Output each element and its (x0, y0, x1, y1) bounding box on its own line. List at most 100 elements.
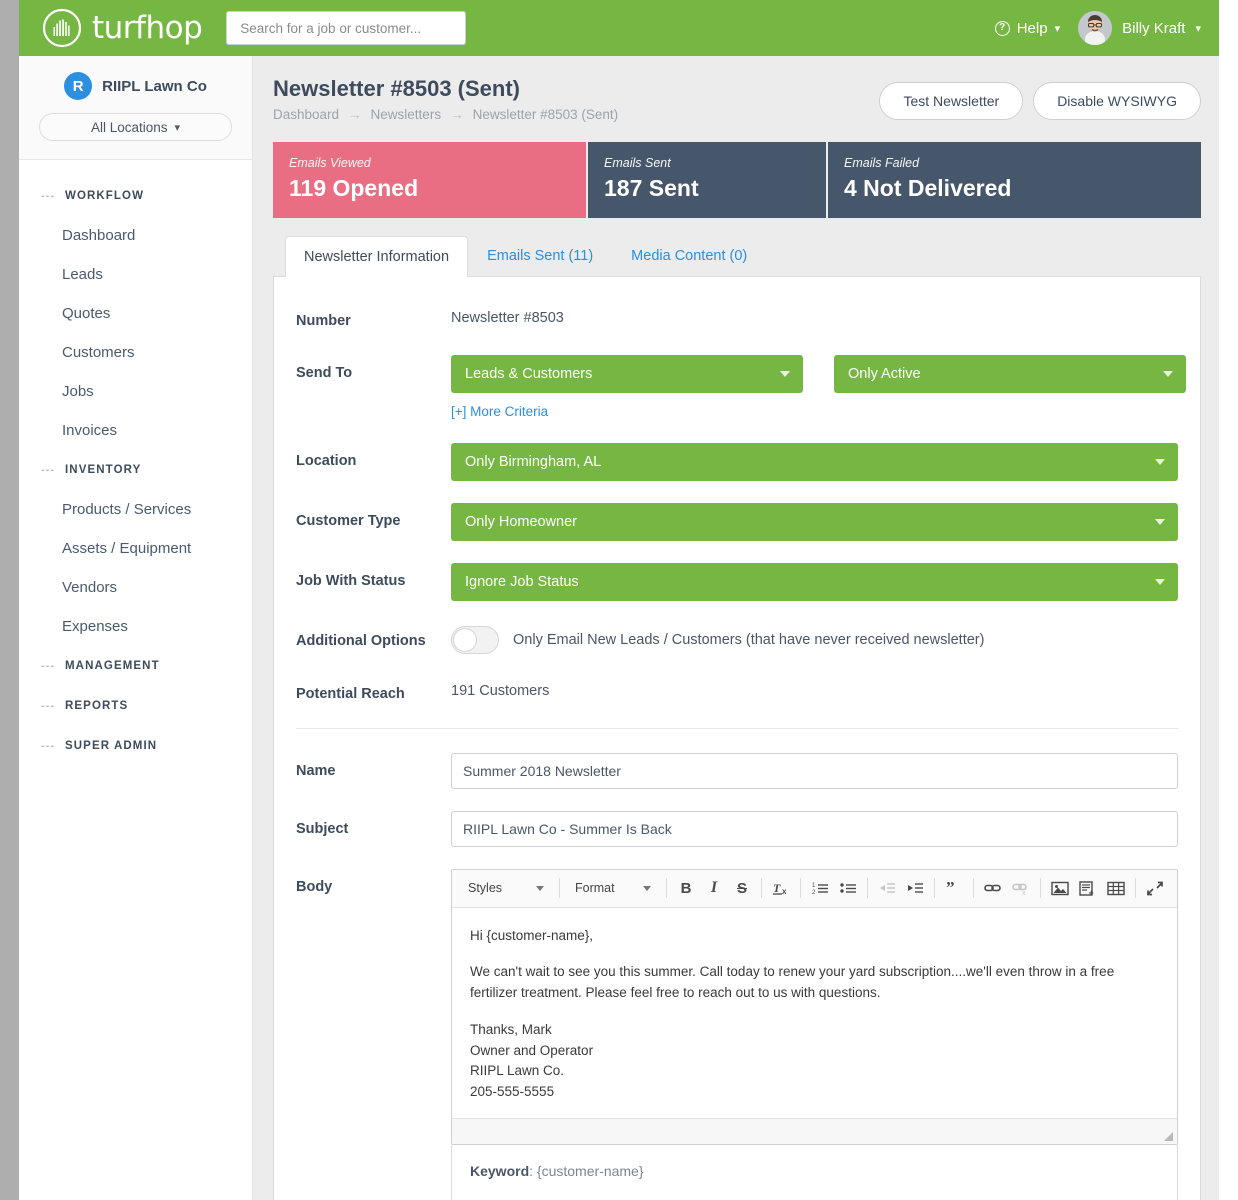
job-status-value: Ignore Job Status (465, 573, 579, 590)
name-input[interactable] (451, 752, 1178, 789)
additional-options-text: Only Email New Leads / Customers (that h… (513, 631, 985, 648)
svg-text:T: T (773, 881, 781, 895)
send-to-audience-value: Leads & Customers (465, 365, 593, 382)
top-navigation-bar: turfhop ? Help ▾ (19, 0, 1219, 56)
additional-options-label: Additional Options (296, 632, 426, 649)
table-icon[interactable] (1103, 875, 1129, 901)
section-dashes-icon: --- (41, 190, 55, 202)
tab-newsletter-information[interactable]: Newsletter Information (285, 236, 469, 277)
stat-label: Emails Sent (604, 156, 671, 170)
format-label: Format (575, 881, 615, 895)
section-divider (296, 727, 1178, 729)
caret-down-icon (1155, 458, 1165, 465)
indent-icon[interactable] (902, 875, 928, 901)
bold-icon[interactable]: B (680, 879, 692, 897)
stat-card-emails-sent: Emails Sent 187 Sent (588, 142, 826, 218)
sidebar-item-products-services[interactable]: Products / Services (62, 501, 192, 518)
sidebar-section-reports[interactable]: --- REPORTS (19, 686, 252, 726)
sidebar-item-vendors[interactable]: Vendors (62, 579, 118, 596)
number-label: Number (296, 313, 351, 329)
tab-emails-sent[interactable]: Emails Sent (11) (487, 248, 594, 264)
section-dashes-icon: --- (41, 740, 55, 752)
tab-media-content[interactable]: Media Content (0) (631, 248, 748, 264)
sidebar-item-customers[interactable]: Customers (62, 344, 135, 361)
image-icon[interactable] (1047, 875, 1073, 901)
job-status-select[interactable]: Ignore Job Status (451, 562, 1178, 601)
name-label: Name (296, 762, 336, 779)
breadcrumb-item-newsletters[interactable]: Newsletters (370, 107, 442, 122)
sidebar-section-super-admin[interactable]: --- SUPER ADMIN (19, 726, 252, 766)
test-newsletter-button[interactable]: Test Newsletter (879, 82, 1024, 120)
sidebar-section-label: MANAGEMENT (65, 660, 160, 672)
toolbar-separator (666, 878, 667, 898)
org-row[interactable]: R RIIPL Lawn Co (64, 72, 207, 100)
format-dropdown[interactable]: Format (569, 876, 657, 900)
sidebar-item-expenses[interactable]: Expenses (62, 618, 128, 635)
help-label: Help (1016, 19, 1048, 37)
stat-card-emails-failed: Emails Failed 4 Not Delivered (828, 142, 1201, 218)
sidebar-section-workflow: --- WORKFLOW (19, 176, 252, 216)
brand-name: turfhop (92, 10, 203, 46)
sidebar-section-management[interactable]: --- MANAGEMENT (19, 646, 252, 686)
subject-input[interactable] (451, 810, 1178, 847)
sidebar-item-assets-equipment[interactable]: Assets / Equipment (62, 540, 192, 557)
editor-paragraph-greeting: Hi {customer-name}, (470, 927, 594, 943)
svg-text:+: + (1089, 888, 1094, 896)
new-leads-only-toggle[interactable] (451, 625, 499, 654)
stat-label: Emails Failed (844, 156, 920, 170)
svg-text:1: 1 (812, 883, 816, 889)
main-content: Newsletter #8503 (Sent) Dashboard → News… (253, 56, 1219, 1200)
link-icon[interactable] (980, 875, 1006, 901)
subject-label: Subject (296, 820, 349, 837)
breadcrumb-item-dashboard[interactable]: Dashboard (273, 107, 340, 122)
breadcrumb: Dashboard → Newsletters → Newsletter #85… (273, 107, 618, 122)
signature-line-2: Owner and Operator (470, 1042, 594, 1058)
user-menu[interactable]: Billy Kraft ▾ (1078, 11, 1201, 45)
toolbar-separator (973, 878, 974, 898)
send-to-audience-select[interactable]: Leads & Customers (451, 354, 803, 393)
resize-handle[interactable] (1164, 1131, 1173, 1141)
brand-logo-link[interactable]: turfhop (41, 7, 203, 49)
field-row-subject: Subject (296, 810, 1178, 847)
customer-type-select[interactable]: Only Homeowner (451, 502, 1178, 541)
sidebar-item-leads[interactable]: Leads (62, 266, 103, 283)
breadcrumb-separator-icon: → (348, 107, 362, 122)
page-header-actions: Test Newsletter Disable WYSIWYG (879, 76, 1201, 120)
send-to-controls: Leads & Customers Only Active (451, 354, 1186, 393)
disable-wysiwyg-button[interactable]: Disable WYSIWYG (1033, 82, 1201, 120)
sidebar-item-invoices[interactable]: Invoices (62, 422, 118, 439)
send-to-status-select[interactable]: Only Active (834, 354, 1186, 393)
italic-icon[interactable]: I (710, 879, 718, 896)
turf-logo-icon (41, 7, 83, 49)
outdent-icon (874, 875, 900, 901)
maximize-icon[interactable] (1142, 875, 1168, 901)
more-criteria-link[interactable]: [+] More Criteria (451, 403, 549, 419)
strikethrough-icon[interactable]: S (736, 879, 747, 897)
svg-text:”: ” (946, 881, 955, 895)
stat-value: 119 Opened (289, 175, 419, 201)
template-icon[interactable]: + (1075, 875, 1101, 901)
svg-text:x: x (782, 887, 787, 896)
sidebar-nav: --- WORKFLOW Dashboard Leads Quotes Cust… (19, 160, 252, 766)
editor-body[interactable]: Hi {customer-name}, We can't wait to see… (452, 908, 1177, 1118)
field-row-additional-options: Additional Options Only Email New Leads … (296, 623, 1178, 654)
global-search[interactable] (226, 11, 467, 45)
svg-text:2: 2 (812, 890, 816, 895)
location-picker[interactable]: All Locations ▾ (39, 113, 232, 141)
sidebar-item-dashboard[interactable]: Dashboard (62, 227, 136, 244)
sidebar-item-quotes[interactable]: Quotes (62, 305, 111, 322)
section-dashes-icon: --- (41, 660, 55, 672)
body-wrapper: R RIIPL Lawn Co All Locations ▾ --- WORK… (19, 56, 1219, 1200)
sidebar-item-jobs[interactable]: Jobs (62, 383, 94, 400)
caret-down-icon (1155, 578, 1165, 585)
styles-dropdown[interactable]: Styles (462, 876, 550, 900)
stat-value: 4 Not Delivered (844, 175, 1012, 201)
bulleted-list-icon[interactable] (835, 875, 861, 901)
help-menu[interactable]: ? Help ▾ (994, 19, 1060, 37)
search-input[interactable] (238, 19, 455, 37)
send-to-label: Send To (296, 364, 353, 381)
location-select[interactable]: Only Birmingham, AL (451, 442, 1178, 481)
blockquote-icon[interactable]: ” (941, 875, 967, 901)
